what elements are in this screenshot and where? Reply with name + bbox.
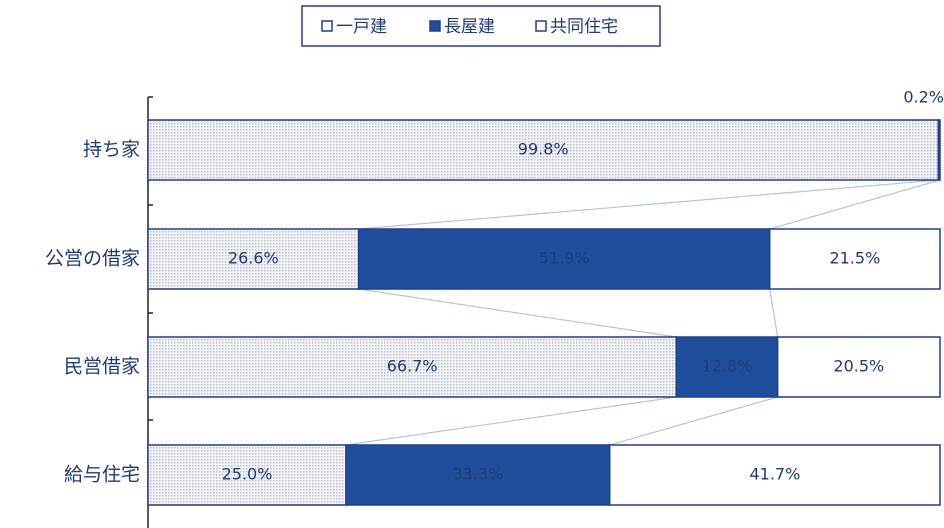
legend-marker <box>535 20 547 32</box>
category-label: 公営の借家 <box>45 248 140 270</box>
bar-segment <box>776 336 941 398</box>
legend-marker <box>429 20 441 32</box>
legend-box <box>301 5 661 47</box>
value-label: 51.9% <box>539 249 590 268</box>
value-label: 33.3% <box>452 465 503 484</box>
connector-line <box>769 288 779 338</box>
bar-segment <box>357 228 771 290</box>
bar-segment <box>147 444 347 506</box>
bar-segment <box>345 444 611 506</box>
legend-label: 共同住宅 <box>550 17 618 37</box>
value-label: 25.0% <box>222 465 273 484</box>
connector-line <box>358 288 677 338</box>
connector-line <box>358 179 939 230</box>
legend-label: 一戸建 <box>336 17 387 37</box>
connector-line <box>609 396 778 446</box>
bar-segment <box>768 228 941 290</box>
connector-line <box>769 179 941 230</box>
value-label: 12.8% <box>702 357 753 376</box>
category-label: 持ち家 <box>83 139 140 161</box>
bar-segment <box>608 444 941 506</box>
category-label: 民営借家 <box>64 356 140 378</box>
legend-label: 長屋建 <box>444 17 495 37</box>
value-label: 20.5% <box>833 357 884 376</box>
value-label: 41.7% <box>749 465 800 484</box>
bar-segment <box>147 336 678 398</box>
bar-segment <box>675 336 779 398</box>
value-label: 99.8% <box>518 140 569 159</box>
legend: 一戸建 長屋建 共同住宅 <box>321 17 618 37</box>
value-label: 0.2% <box>903 88 944 107</box>
category-label: 給与住宅 <box>64 464 140 486</box>
value-label: 26.6% <box>228 249 279 268</box>
legend-marker <box>321 20 333 32</box>
value-label: 66.7% <box>387 357 438 376</box>
connector-line <box>345 396 677 446</box>
bar-segment <box>937 119 941 181</box>
value-label: 21.5% <box>829 249 880 268</box>
